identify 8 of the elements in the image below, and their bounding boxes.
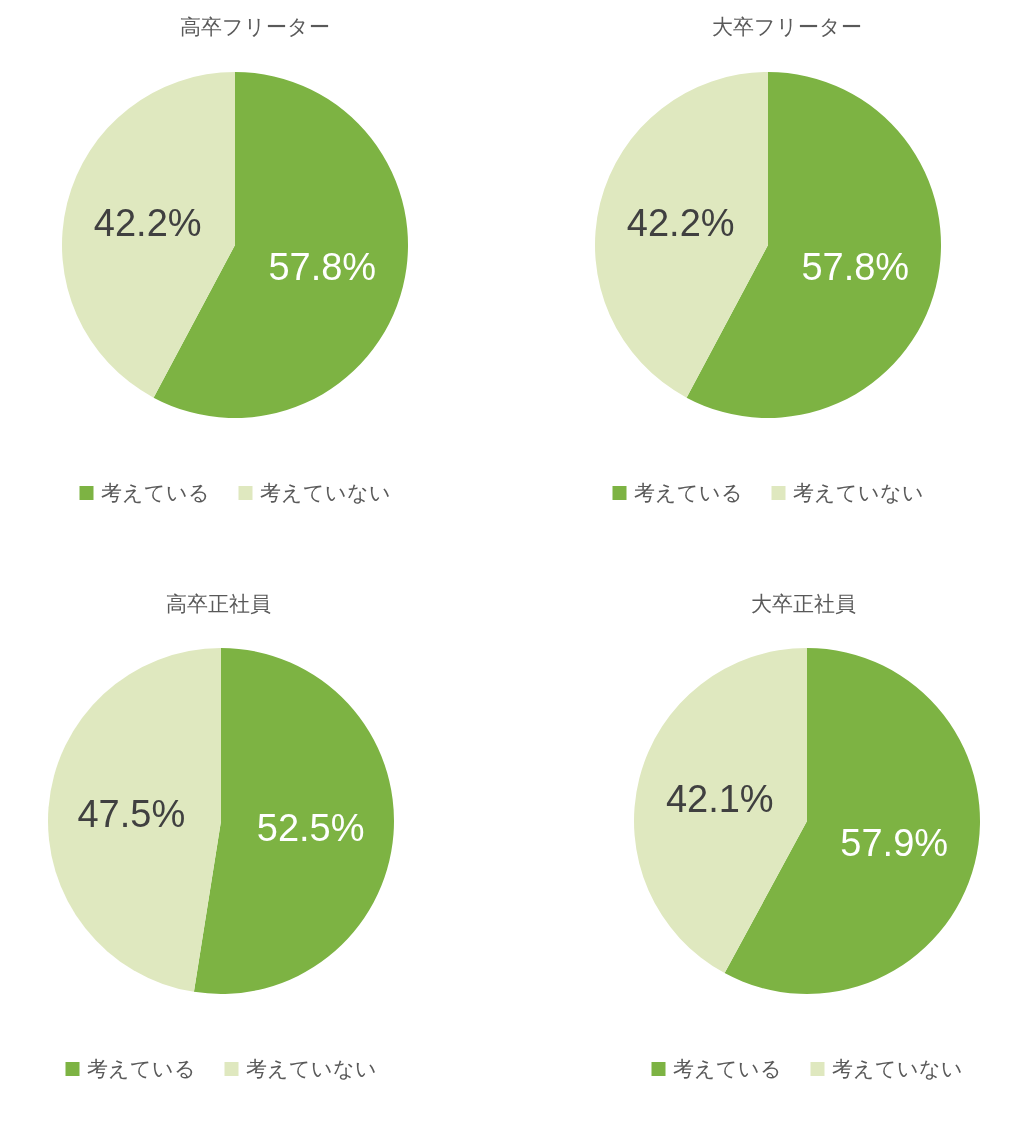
title: 大卒フリーター — [712, 15, 862, 39]
legend-label: 考えている — [100, 481, 210, 505]
title: 高卒正社員 — [165, 592, 271, 616]
title: 大卒正社員 — [750, 592, 856, 616]
title: 高卒フリーター — [180, 15, 330, 39]
legend-label: 考えている — [86, 1057, 196, 1081]
legend-label: 考えている — [633, 481, 743, 505]
legend-label: 考えている — [672, 1057, 782, 1081]
